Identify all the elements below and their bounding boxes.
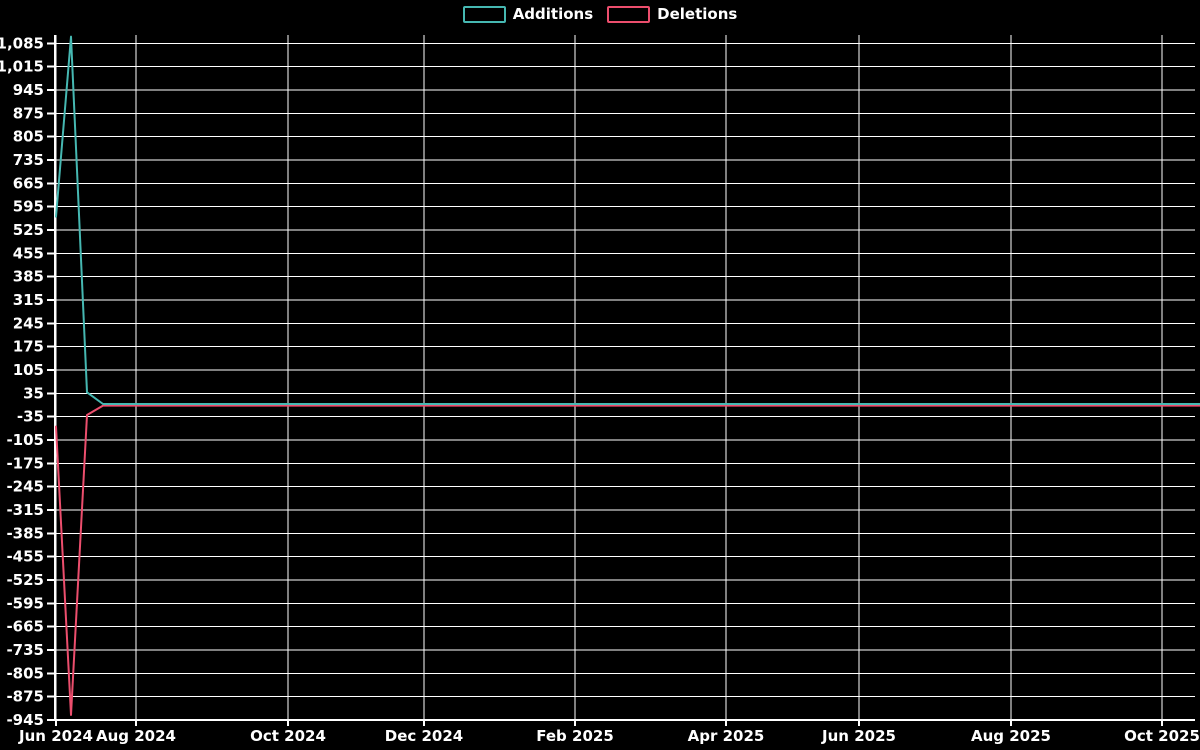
y-tick-label: 665 xyxy=(13,174,44,192)
y-tick-label: -385 xyxy=(6,524,44,542)
series-line-deletions[interactable] xyxy=(55,404,1200,716)
y-tick-label: -175 xyxy=(6,454,44,472)
series-line-additions[interactable] xyxy=(55,35,1200,405)
chart-legend: Additions Deletions xyxy=(0,6,1200,23)
x-tick-label: Dec 2024 xyxy=(385,727,464,745)
y-tick-label: 315 xyxy=(13,291,44,309)
y-tick-label: -245 xyxy=(6,478,44,496)
legend-item-additions[interactable]: Additions xyxy=(462,5,594,23)
x-tick-label: Feb 2025 xyxy=(536,727,614,745)
y-tick-label: 525 xyxy=(13,221,44,239)
y-tick-label: 175 xyxy=(13,338,44,356)
additions-swatch-icon xyxy=(462,6,506,23)
y-tick-label: -105 xyxy=(6,431,44,449)
y-tick-label: -875 xyxy=(6,688,44,706)
y-tick-label: 455 xyxy=(13,244,44,262)
y-tick-label: 805 xyxy=(13,128,44,146)
x-tick-label: Aug 2024 xyxy=(96,727,176,745)
y-tick-label: 945 xyxy=(13,81,44,99)
y-tick-label: -735 xyxy=(6,641,44,659)
x-tick-label: Aug 2025 xyxy=(971,727,1051,745)
y-tick-label: -805 xyxy=(6,664,44,682)
x-tick-label: Oct 2024 xyxy=(250,727,326,745)
y-tick-label: -315 xyxy=(6,501,44,519)
y-tick-label: 105 xyxy=(13,361,44,379)
x-tick-label: Apr 2025 xyxy=(688,727,765,745)
x-tick-label: Jun 2024 xyxy=(18,727,93,745)
y-tick-label: 1,015 xyxy=(0,58,44,76)
y-tick-label: 245 xyxy=(13,314,44,332)
legend-label-deletions: Deletions xyxy=(657,5,738,23)
legend-item-deletions[interactable]: Deletions xyxy=(607,6,737,23)
deletions-swatch-icon xyxy=(607,6,651,23)
y-tick-label: -525 xyxy=(6,571,44,589)
y-tick-label: -945 xyxy=(6,711,44,729)
y-tick-label: -455 xyxy=(6,548,44,566)
x-tick-label: Jun 2025 xyxy=(821,727,896,745)
y-tick-label: 35 xyxy=(23,384,44,402)
y-tick-label: 1,085 xyxy=(0,34,44,52)
y-tick-label: -35 xyxy=(17,408,44,426)
y-tick-label: 595 xyxy=(13,198,44,216)
y-tick-label: 385 xyxy=(13,268,44,286)
y-tick-label: -595 xyxy=(6,594,44,612)
y-tick-label: 735 xyxy=(13,151,44,169)
y-tick-label: -665 xyxy=(6,618,44,636)
y-tick-label: 875 xyxy=(13,104,44,122)
x-tick-label: Oct 2025 xyxy=(1124,727,1200,745)
legend-label-additions: Additions xyxy=(512,5,594,23)
